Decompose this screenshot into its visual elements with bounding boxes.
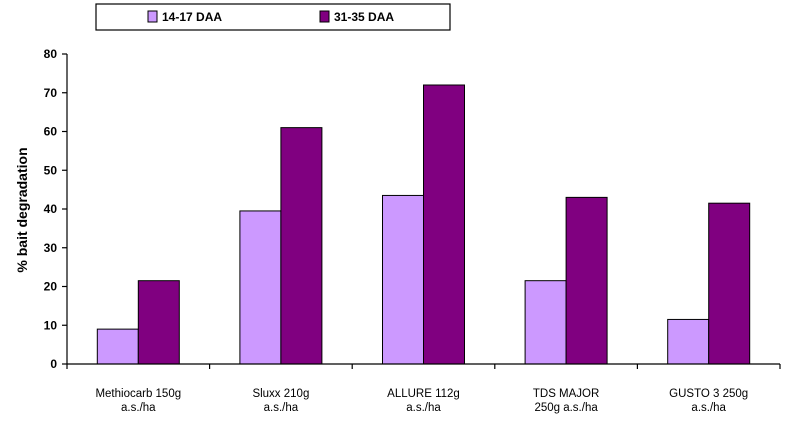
x-category-label: ALLURE 112g: [387, 388, 460, 400]
y-axis: 0 10 20 30 40 50 60 70 80: [44, 47, 68, 371]
legend: 14-17 DAA 31-35 DAA: [95, 3, 451, 31]
y-tick-label: 40: [44, 202, 58, 216]
bar-14-17-daa: [382, 194, 424, 365]
bar-14-17-daa: [96, 328, 139, 365]
bar-14-17-daa: [524, 280, 567, 365]
bar-31-35-daa: [708, 202, 751, 365]
y-tick-label: 70: [44, 86, 58, 100]
x-category-label: TDS MAJOR: [533, 388, 599, 400]
x-category-label: Sluxx 210g: [252, 388, 309, 400]
x-category-label: 250g a.s./ha: [534, 402, 598, 414]
y-tick-label: 60: [44, 125, 58, 139]
bar-14-17-daa: [239, 210, 282, 365]
y-axis-title: % bait degradation: [14, 147, 30, 272]
bar-31-35-daa: [423, 84, 465, 365]
bar-31-35-daa: [280, 127, 323, 365]
legend-swatch: [319, 10, 330, 23]
x-category-label: GUSTO 3 250g: [669, 388, 748, 400]
bars: [96, 84, 751, 365]
x-axis: Methiocarb 150g a.s./ha Sluxx 210g a.s./ha A…: [66, 363, 781, 414]
y-tick-label: 10: [44, 318, 58, 332]
x-category-label: a.s./ha: [264, 402, 299, 414]
bar-31-35-daa: [137, 280, 180, 365]
bar-31-35-daa: [565, 196, 608, 365]
x-category-label: a.s./ha: [691, 402, 726, 414]
y-tick-label: 20: [44, 280, 58, 294]
y-tick-label: 80: [44, 47, 58, 61]
x-category-label: Methiocarb 150g: [95, 388, 181, 400]
bar-14-17-daa: [667, 318, 710, 365]
y-tick-label: 0: [50, 357, 57, 371]
x-category-label: a.s./ha: [406, 402, 441, 414]
legend-label: 14-17 DAA: [162, 10, 222, 24]
y-tick-label: 50: [44, 163, 58, 177]
legend-swatch: [147, 10, 158, 23]
y-tick-label: 30: [44, 241, 58, 255]
x-category-label: a.s./ha: [121, 402, 156, 414]
legend-label: 31-35 DAA: [334, 10, 394, 24]
